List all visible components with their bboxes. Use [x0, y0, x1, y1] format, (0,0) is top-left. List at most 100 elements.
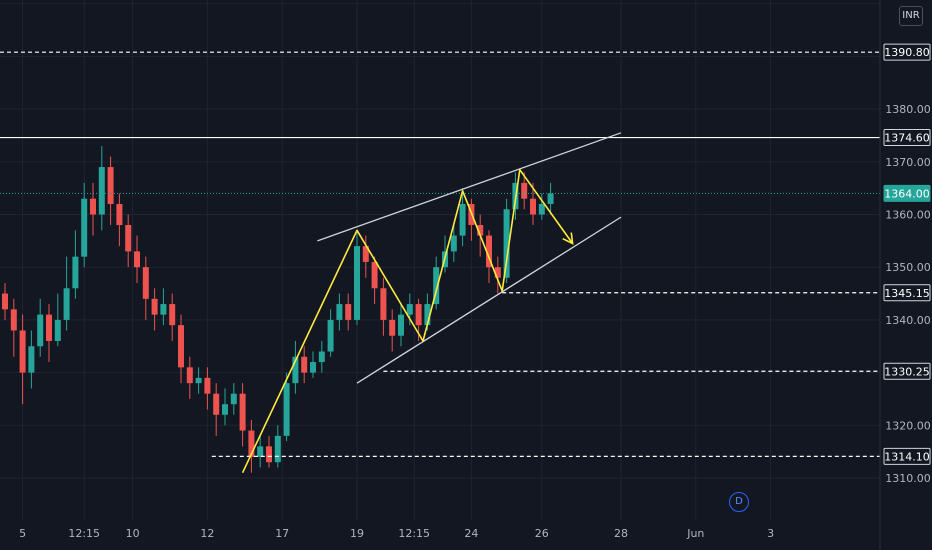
candle-body-30 [266, 446, 272, 463]
candle-body-23 [204, 377, 211, 394]
price-tick-5: 1360.00 [885, 209, 931, 222]
candle-body-33 [292, 356, 299, 384]
zigzag-wave [241, 168, 574, 474]
level-badge-1-label: 1374.60 [884, 132, 930, 145]
level-badge-4-label: 1314.10 [884, 450, 930, 463]
zigzag-arrowhead [562, 232, 574, 245]
candle-body-57 [503, 209, 510, 278]
candle-body-3 [28, 346, 35, 373]
candle-body-27 [239, 393, 246, 431]
candle-body-42 [371, 261, 378, 289]
candle-body-32 [283, 383, 290, 436]
time-tick-3: 12 [200, 527, 214, 540]
candle-body-41 [362, 246, 369, 262]
time-tick-9: 28 [614, 527, 628, 540]
price-tick-4: 1350.00 [885, 261, 931, 274]
candle-body-34 [301, 356, 308, 373]
interval-badge[interactable]: D [729, 492, 749, 512]
candle-body-13 [116, 203, 123, 226]
candle-body-5 [46, 314, 52, 341]
candle-body-38 [336, 304, 343, 320]
time-tick-0: 5 [19, 527, 26, 540]
level-badge-4-box [883, 447, 931, 465]
price-tick-6: 1370.00 [885, 156, 931, 169]
candle-body-62 [547, 193, 554, 204]
candle-body-16 [142, 267, 149, 299]
candle-body-7 [63, 288, 70, 320]
level-badge-0-label: 1390.80 [884, 46, 930, 59]
time-tick-10: Jun [686, 527, 704, 540]
level-badge-2-label: 1345.15 [884, 287, 930, 300]
price-tick-0: 1310.00 [885, 472, 931, 485]
candle-body-4 [37, 314, 44, 347]
price-tick-3: 1340.00 [885, 314, 931, 327]
candle-body-31 [274, 435, 281, 463]
candle-body-44 [389, 319, 396, 336]
horizontal-levels[interactable] [0, 51, 880, 457]
candle-body-40 [354, 246, 360, 320]
time-tick-1: 12:15 [68, 527, 100, 540]
candle-body-43 [380, 288, 387, 320]
level-badge-0-box [883, 43, 931, 61]
grid-lines [0, 0, 880, 520]
trend-drawings[interactable] [241, 132, 622, 474]
candle-body-48 [424, 304, 431, 326]
candle-body-55 [486, 235, 492, 268]
candle-body-10 [90, 198, 96, 215]
candle-body-1 [10, 309, 17, 331]
time-tick-5: 19 [350, 527, 364, 540]
channel-lower-line [356, 216, 622, 384]
time-tick-2: 10 [126, 527, 140, 540]
candle-body-61 [538, 203, 545, 215]
candle-body-45 [398, 314, 404, 336]
candle-body-47 [415, 304, 422, 326]
last-price-badge-label: 1364.00 [884, 187, 930, 200]
candle-body-15 [134, 251, 140, 268]
candle-body-29 [257, 446, 264, 457]
time-axis[interactable]: 5 12:15 10 12 17 19 12:15 24 26 28 Jun 3 [19, 527, 774, 540]
level-badge-1-box [883, 129, 931, 147]
time-tick-4: 17 [275, 527, 289, 540]
candle-body-8 [72, 256, 79, 289]
candle-body-35 [310, 362, 316, 373]
candle-body-19 [169, 304, 176, 326]
price-axis[interactable]: 1310.001320.001330.001340.001350.001360.… [885, 50, 931, 485]
candle-body-25 [222, 404, 228, 415]
candle-body-51 [450, 235, 457, 252]
candle-body-2 [19, 330, 26, 373]
candle-body-14 [125, 225, 132, 252]
candle-body-21 [186, 367, 193, 384]
candle-body-24 [213, 393, 220, 415]
level-badge-3-box [883, 362, 931, 380]
candle-body-59 [521, 182, 528, 199]
candle-body-28 [248, 430, 255, 457]
level-badge-3-label: 1330.25 [884, 365, 930, 378]
candle-body-49 [433, 267, 440, 305]
channel-upper-line [317, 132, 622, 242]
time-tick-6: 12:15 [398, 527, 430, 540]
candle-body-20 [178, 325, 184, 368]
candle-body-22 [195, 377, 202, 384]
candle-body-9 [81, 198, 88, 257]
candle-body-12 [107, 167, 114, 204]
candle-body-11 [98, 167, 105, 215]
currency-button[interactable]: INR [899, 6, 923, 26]
candle-body-46 [406, 304, 413, 315]
level-badge-2-box [883, 284, 931, 302]
candle-body-56 [494, 267, 501, 278]
time-tick-7: 24 [464, 527, 478, 540]
price-tick-7: 1380.00 [885, 103, 931, 116]
candle-body-37 [327, 319, 334, 352]
candle-body-26 [230, 393, 237, 405]
candle-body-39 [345, 304, 352, 320]
time-tick-8: 26 [535, 527, 549, 540]
candle-body-54 [477, 225, 484, 236]
candle-body-36 [318, 351, 325, 363]
last-price-badge-box [883, 184, 931, 202]
time-tick-11: 3 [767, 527, 774, 540]
price-badges: 1390.80 1374.60 1345.15 1330.25 1314.10 1364.… [883, 43, 931, 465]
candle-body-17 [151, 298, 158, 315]
candle-body-52 [459, 203, 466, 236]
candle-body-0 [2, 293, 8, 310]
